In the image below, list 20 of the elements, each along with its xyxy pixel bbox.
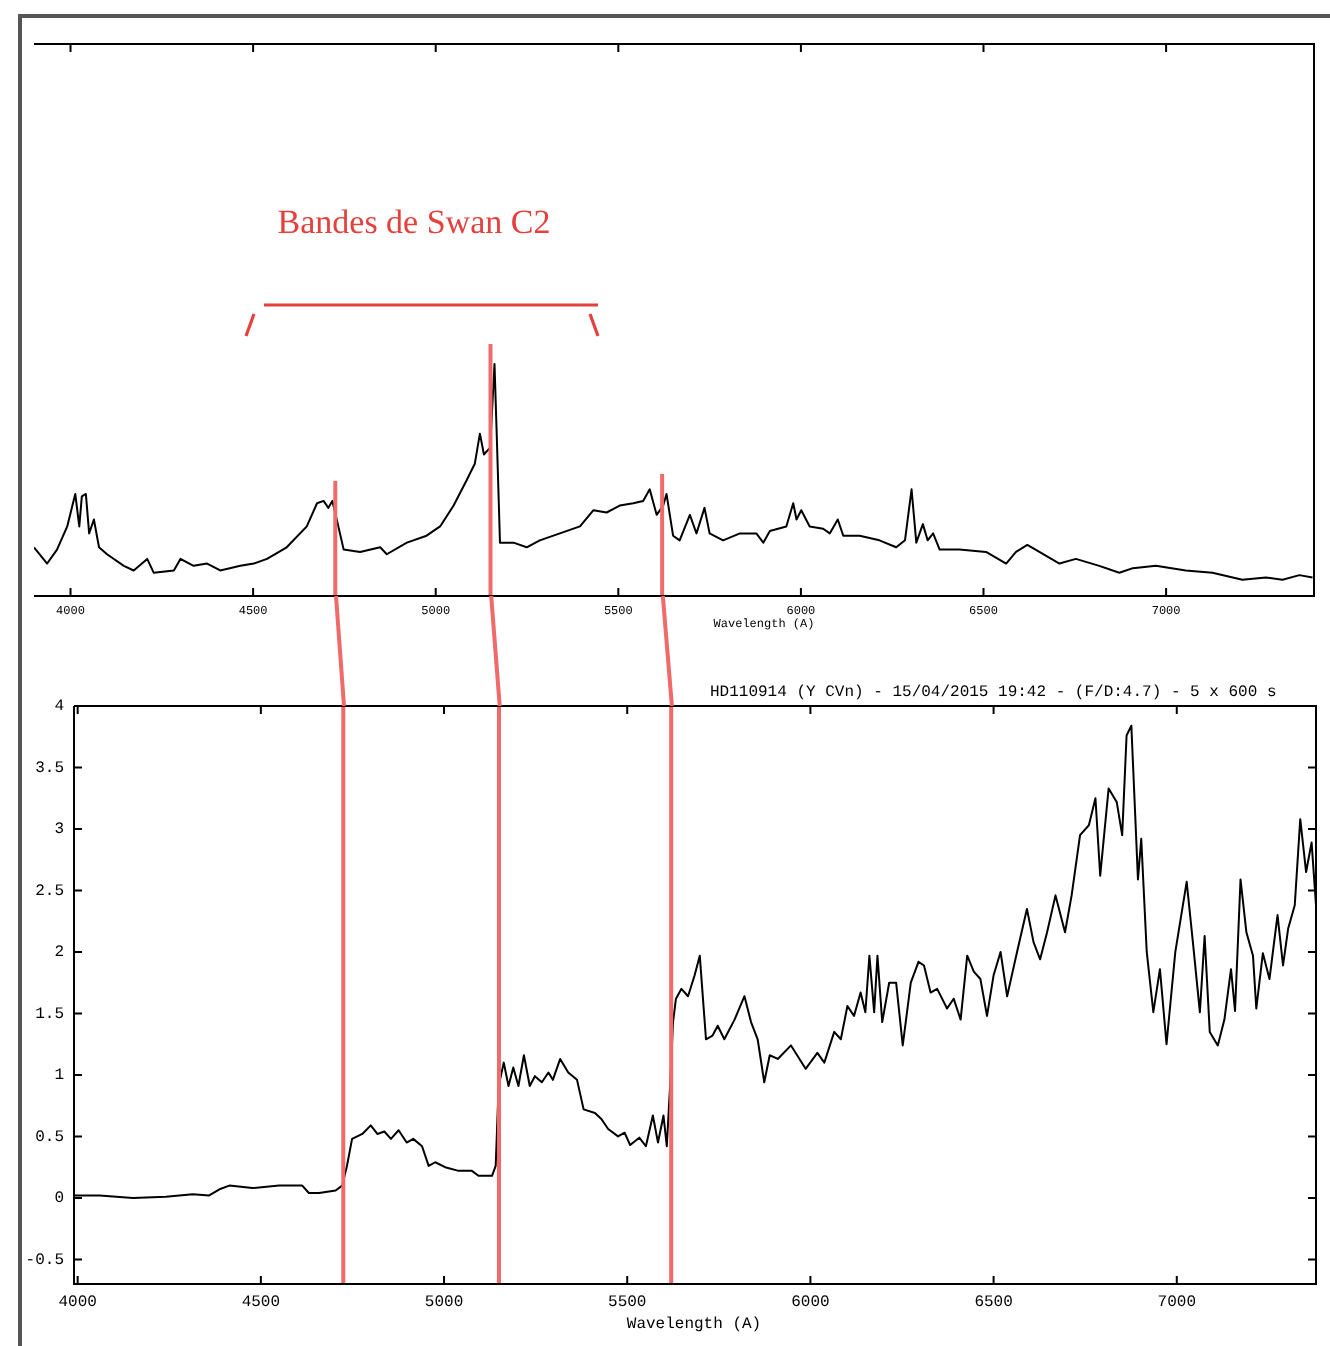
x-tick-label: 4000 — [58, 1293, 98, 1312]
y-tick-label: 1.5 — [35, 1005, 65, 1024]
y-tick-label: 3 — [54, 821, 65, 840]
x-tick-label: 4500 — [241, 1293, 281, 1312]
x-tick-label: 6500 — [974, 1293, 1014, 1312]
y-tick-label: 4 — [54, 698, 65, 717]
x-tick-label: 5000 — [424, 1293, 464, 1312]
y-tick-label: 1 — [54, 1067, 65, 1086]
y-tick-label: 2.5 — [35, 882, 65, 901]
x-axis-title: Wavelength (A) — [626, 1316, 762, 1335]
x-tick-label: 7000 — [1157, 1293, 1197, 1312]
x-tick-label: 5500 — [608, 1293, 647, 1312]
y-tick-label: 0.5 — [35, 1128, 65, 1147]
chart-title: HD110914 (Y CVn) - 15/04/2015 19:42 - (F/D:4.7) - 5 x 600 s — [710, 684, 1277, 703]
x-tick-label: 6000 — [791, 1293, 831, 1312]
y-tick-label: 0 — [54, 1190, 65, 1209]
text: Bandes de Swan C2 — [277, 202, 551, 241]
y-tick-label: -0.5 — [25, 1251, 65, 1270]
y-tick-label: 2 — [54, 944, 65, 963]
y-tick-label: 3.5 — [35, 759, 65, 778]
